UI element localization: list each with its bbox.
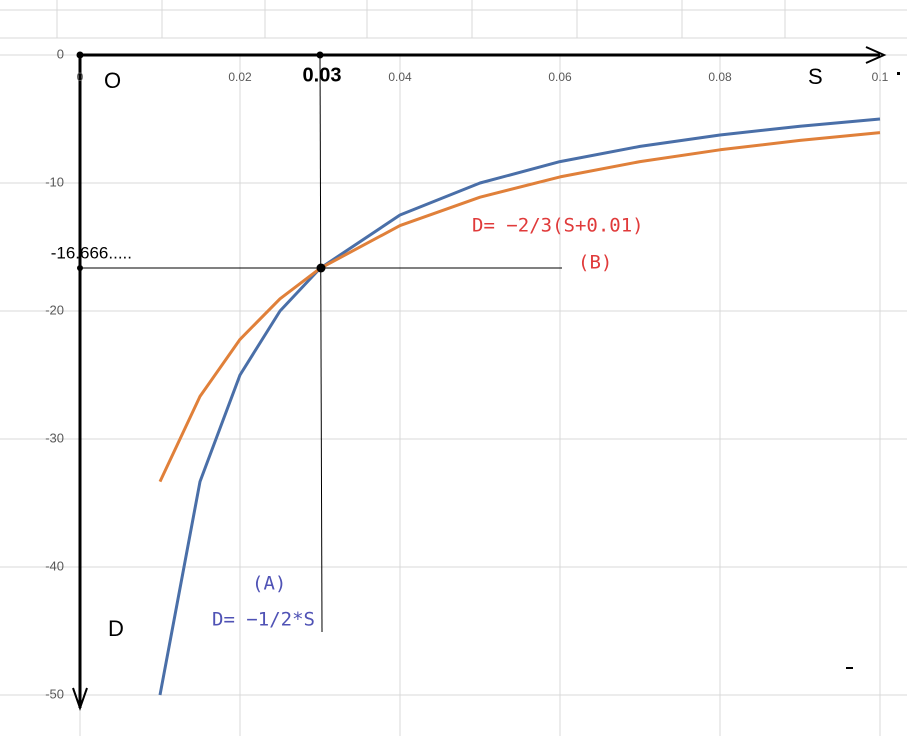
y-tick-label: -40	[45, 558, 64, 573]
x-tick-label: 0.08	[708, 70, 732, 84]
x-tick-label: 0	[77, 70, 84, 84]
annotation: D	[108, 616, 124, 641]
annotation: S	[808, 64, 823, 89]
y-tick-label: -20	[45, 302, 64, 317]
y-tick-label: -30	[45, 430, 64, 445]
annotation: D= −2/3(S+0.01)	[472, 215, 644, 237]
annotation: (B)	[578, 252, 612, 274]
spreadsheet-cells	[0, 0, 907, 39]
series	[158, 117, 881, 696]
series-line	[158, 131, 881, 483]
x-tick-label: 0.06	[548, 70, 572, 84]
points	[76, 51, 900, 669]
annotation: D= −1/2*S	[212, 609, 315, 631]
y-tick-label: -10	[45, 174, 64, 189]
axes	[72, 46, 887, 712]
y-tick-label: 0	[57, 46, 64, 61]
y-tick-label: -50	[45, 686, 64, 701]
annotation: O	[104, 68, 121, 93]
grid	[0, 54, 907, 736]
series-line	[158, 117, 881, 696]
labels: 0 0.02 0.04 0.06 0.08 0.1 0 -10 -20 -30 -40 -50 O S D 0…	[45, 46, 888, 701]
x-tick-label: 0.02	[228, 70, 252, 84]
x-tick-label: 0.04	[388, 70, 412, 84]
annotation: (A)	[252, 573, 286, 595]
annotation: -16.666.....	[51, 243, 132, 262]
x-tick-label: 0.1	[872, 70, 889, 84]
annotation: 0.03	[303, 64, 342, 86]
guide-lines	[80, 54, 562, 633]
